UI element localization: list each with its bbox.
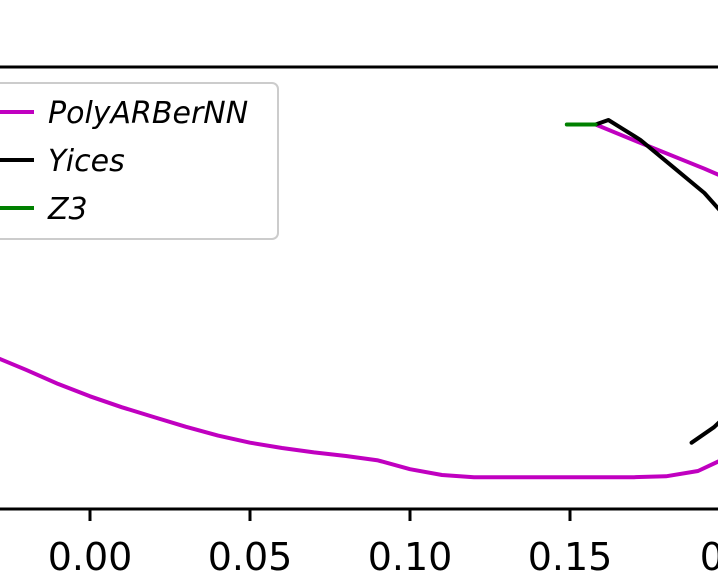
series-line-yices-segment-0 [593, 118, 718, 212]
legend-frame [0, 82, 279, 240]
legend: PolyARBerNN Yices Z3 [0, 82, 279, 240]
series-line-polyarbernn-segment-1 [593, 122, 718, 177]
x-tick-label: 0.10 [368, 535, 453, 574]
x-axis-ticks: 0.00 0.05 0.10 0.15 0.2 [48, 509, 718, 574]
legend-label-yices: Yices [48, 144, 125, 179]
x-tick-label: 0.00 [48, 535, 133, 574]
series-line-polyarbernn-segment-0 [0, 356, 718, 480]
legend-label-z3: Z3 [47, 192, 88, 227]
plot-lines [0, 118, 718, 480]
x-tick-label: 0.15 [528, 535, 613, 574]
x-tick-label: 0.2 [700, 535, 718, 574]
series-line-yices-segment-1 [689, 420, 718, 445]
x-tick-label: 0.05 [208, 535, 293, 574]
legend-label-polyarbernn: PolyARBerNN [48, 96, 248, 131]
